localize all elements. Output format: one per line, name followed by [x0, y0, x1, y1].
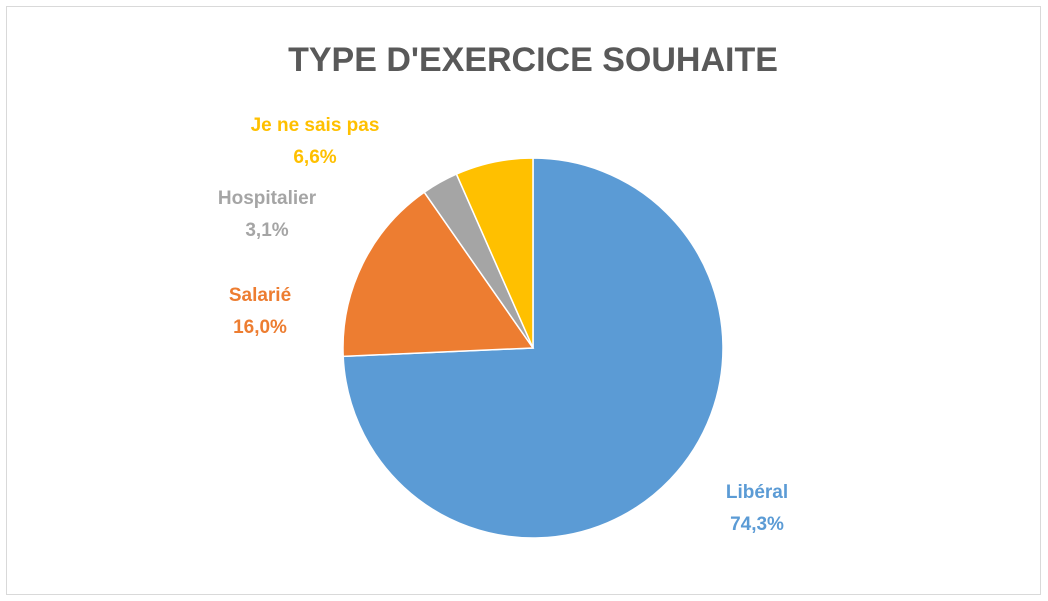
slice-category-label: Libéral [726, 482, 788, 503]
chart-title: TYPE D'EXERCICE SOUHAITE [288, 41, 778, 79]
slice-value-label: 16,0% [233, 317, 287, 338]
slice-category-label: Salarié [229, 285, 291, 306]
slice-value-label: 6,6% [293, 147, 336, 168]
pie-slice [342, 191, 535, 358]
pie-slice [455, 157, 534, 349]
slice-value-label: 74,3% [730, 514, 784, 535]
slice-category-label: Je ne sais pas [251, 115, 380, 136]
slice-value-label: 3,1% [245, 220, 288, 241]
slice-category-label: Hospitalier [218, 188, 317, 209]
